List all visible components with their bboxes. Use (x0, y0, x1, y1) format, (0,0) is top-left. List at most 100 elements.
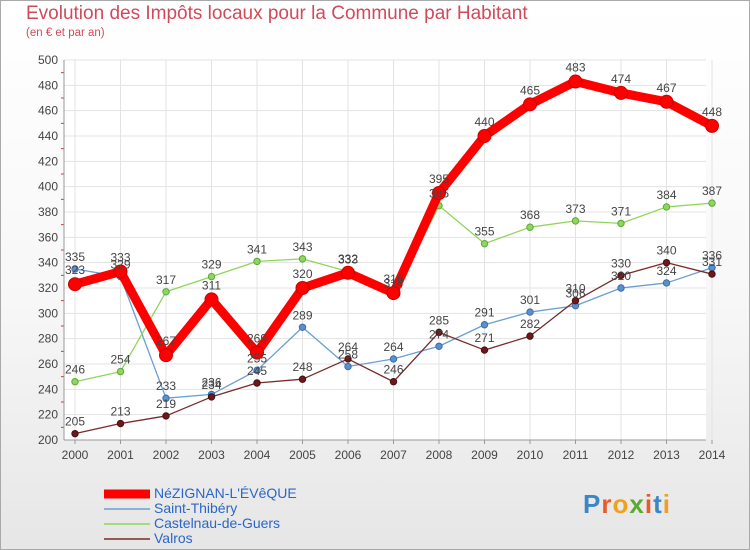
x-tick-label: 2007 (380, 448, 407, 462)
data-label: 269 (247, 332, 267, 346)
data-point (617, 284, 625, 292)
data-label: 311 (202, 278, 221, 292)
x-tick-label: 2011 (563, 448, 589, 462)
data-point (480, 239, 489, 248)
data-label: 474 (611, 72, 631, 86)
x-tick-label: 2006 (335, 448, 362, 462)
data-label: 467 (656, 81, 676, 95)
y-tick-label: 400 (38, 180, 58, 194)
x-tick-label: 2003 (198, 448, 225, 462)
data-point (253, 257, 261, 266)
y-tick-label: 240 (38, 382, 58, 396)
y-tick-label: 320 (38, 281, 58, 295)
data-point (480, 321, 489, 329)
data-label: 310 (565, 282, 585, 296)
data-label: 254 (110, 353, 130, 367)
data-point (571, 296, 580, 305)
data-label: 234 (201, 378, 221, 392)
data-point (116, 419, 125, 428)
data-point (341, 265, 355, 280)
data-label: 267 (156, 334, 176, 348)
data-label: 371 (611, 204, 631, 218)
x-tick-label: 2000 (62, 448, 89, 462)
x-tick-label: 2001 (107, 448, 134, 462)
data-point (68, 277, 82, 292)
legend-label: Saint-Thibéry (154, 500, 238, 516)
legend-label: NéZIGNAN-L'ÉVêQUE (154, 485, 297, 501)
data-point (253, 366, 261, 375)
data-point (162, 412, 170, 420)
data-point (435, 342, 443, 350)
y-tick-label: 480 (38, 78, 58, 92)
data-label: 385 (429, 187, 449, 201)
x-tick-label: 2013 (653, 448, 680, 462)
data-label: 282 (520, 317, 540, 331)
data-point (159, 348, 173, 363)
data-point (571, 217, 580, 225)
y-tick-label: 440 (38, 129, 58, 143)
data-label: 384 (656, 188, 676, 202)
data-label: 248 (292, 360, 312, 374)
data-label: 264 (383, 340, 403, 354)
data-label: 331 (702, 255, 722, 269)
chart-title: Evolution des Impôts locaux pour la Comm… (26, 3, 528, 24)
data-point (617, 271, 625, 280)
data-label: 274 (429, 327, 449, 341)
data-point (617, 219, 625, 228)
data-label: 333 (110, 251, 130, 265)
data-label: 316 (383, 272, 403, 286)
y-tick-label: 460 (38, 104, 58, 118)
data-point (113, 264, 128, 279)
data-label: 329 (201, 258, 221, 272)
chart-subtitle: (en € et par an) (26, 27, 105, 39)
data-point (435, 328, 443, 337)
y-tick-label: 200 (38, 433, 58, 447)
logo-letter: i (662, 489, 671, 519)
data-label: 306 (565, 287, 585, 301)
y-tick-label: 360 (38, 230, 58, 244)
x-tick-label: 2014 (699, 448, 726, 462)
data-label: 271 (474, 331, 494, 345)
y-tick-label: 300 (38, 306, 58, 320)
data-point (614, 85, 628, 100)
data-point (705, 118, 719, 133)
logo-letter: o (612, 489, 630, 519)
data-label: 233 (156, 379, 176, 393)
data-point (659, 94, 674, 109)
logo-letter: P (583, 489, 602, 519)
data-point (480, 346, 489, 354)
y-tick-label: 220 (38, 408, 58, 422)
data-point (71, 429, 79, 438)
data-point (344, 362, 352, 371)
data-point (477, 129, 492, 143)
data-label: 219 (156, 397, 176, 411)
data-point (568, 74, 583, 89)
data-label: 258 (338, 348, 358, 362)
data-label: 330 (611, 256, 631, 270)
data-point (298, 323, 307, 331)
data-point (432, 186, 446, 200)
data-label: 246 (383, 363, 403, 377)
x-tick-label: 2010 (517, 448, 544, 462)
data-point (71, 265, 79, 273)
data-label: 440 (474, 115, 494, 129)
data-label: 332 (338, 252, 358, 266)
legend-label: Valros (154, 530, 193, 546)
data-label: 448 (702, 105, 722, 119)
data-label: 335 (65, 250, 85, 264)
data-label: 291 (474, 306, 494, 320)
data-point (662, 258, 671, 267)
data-label: 213 (110, 405, 130, 419)
data-label: 301 (520, 293, 540, 307)
x-tick-label: 2008 (426, 448, 453, 462)
data-point (708, 270, 716, 278)
y-tick-label: 380 (38, 205, 58, 219)
data-label: 465 (520, 83, 540, 97)
data-point (386, 286, 401, 301)
data-label: 329 (110, 258, 130, 272)
data-label: 317 (156, 273, 176, 287)
data-point (295, 281, 310, 295)
data-label: 336 (702, 249, 722, 263)
data-point (526, 223, 534, 231)
